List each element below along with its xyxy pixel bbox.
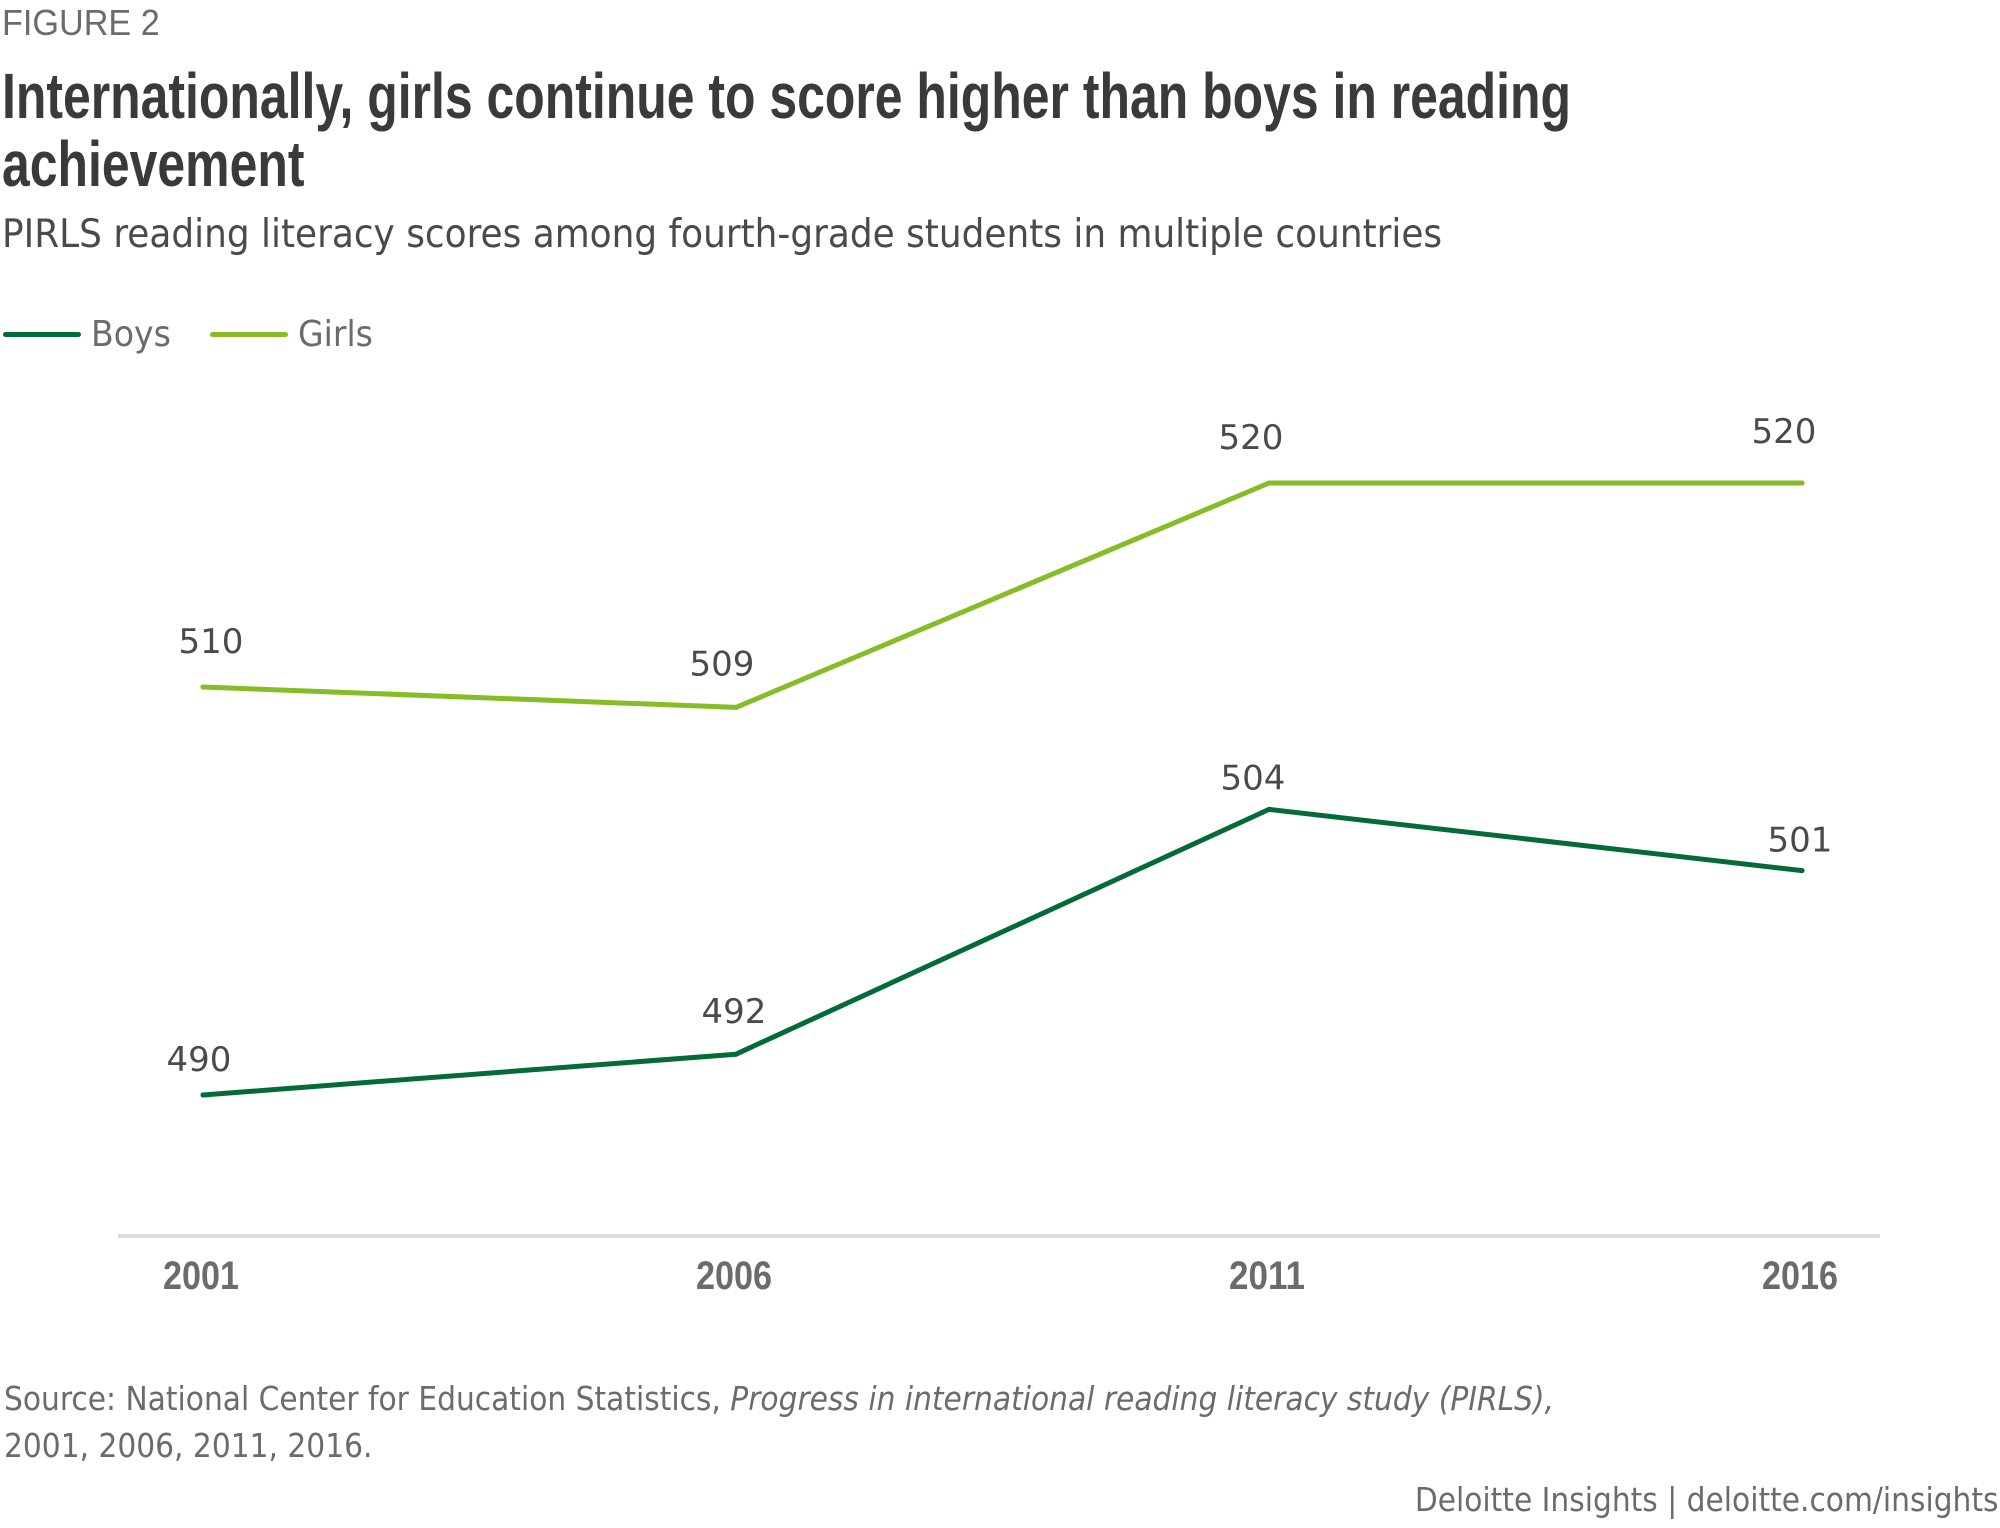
data-label-girls-2016: 520 [1752, 412, 1817, 452]
data-label-boys-2011: 504 [1221, 758, 1286, 798]
series-layer [200, 480, 1805, 1098]
data-point-girls-2016 [1799, 480, 1805, 486]
data-point-boys-2011 [1266, 806, 1272, 812]
legend-swatch-boys [3, 331, 81, 337]
series-line-boys [200, 806, 1805, 1098]
data-label-girls-2006: 509 [690, 644, 755, 684]
data-label-layer: 490 492 504 501 510 509 520 520 [167, 412, 1833, 1080]
chart-subtitle: PIRLS reading literacy scores among four… [2, 212, 1443, 257]
legend-label-boys: Boys [91, 313, 171, 355]
source-years: 2001, 2006, 2011, 2016. [4, 1426, 373, 1465]
x-tick-label-2001: 2001 [163, 1254, 239, 1298]
data-label-girls-2001: 510 [179, 622, 244, 662]
legend-item-boys: Boys [3, 313, 178, 355]
data-point-girls-2011 [1266, 480, 1272, 486]
data-point-girls-2001 [200, 684, 206, 690]
data-point-boys-2006 [733, 1051, 739, 1057]
source-note: Source: National Center for Education St… [4, 1375, 1554, 1469]
data-point-boys-2016 [1799, 868, 1805, 874]
x-tick-label-2016: 2016 [1762, 1254, 1838, 1298]
series-line-girls [200, 480, 1805, 710]
source-title: Progress in international reading litera… [730, 1379, 1555, 1418]
footer-credit: Deloitte Insights | deloitte.com/insight… [1414, 1480, 1998, 1519]
legend-label-girls: Girls [298, 313, 373, 355]
data-point-boys-2001 [200, 1092, 206, 1098]
x-tick-layer: 2001 2006 2011 2016 [163, 1254, 1838, 1298]
figure-label: FIGURE 2 [2, 2, 160, 43]
data-point-girls-2006 [733, 704, 739, 710]
x-tick-label-2006: 2006 [696, 1254, 772, 1298]
data-label-boys-2001: 490 [167, 1040, 232, 1080]
x-tick-label-2011: 2011 [1229, 1254, 1305, 1298]
source-prefix: Source: National Center for Education St… [4, 1379, 731, 1418]
data-label-girls-2011: 520 [1219, 418, 1284, 458]
legend-swatch-girls [210, 331, 288, 337]
data-label-boys-2016: 501 [1768, 821, 1833, 861]
legend-item-girls: Girls [210, 313, 379, 355]
chart-title: Internationally, girls continue to score… [2, 60, 1571, 200]
data-label-boys-2006: 492 [702, 992, 767, 1032]
